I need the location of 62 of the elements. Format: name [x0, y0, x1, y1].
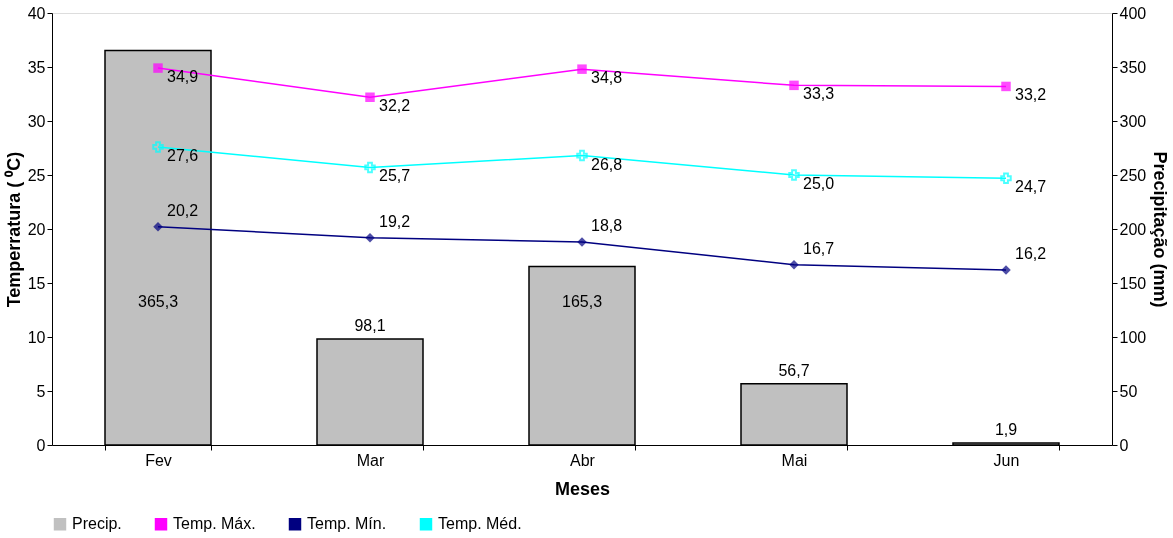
point [365, 232, 375, 243]
y2-tick-label: 200 [1119, 220, 1147, 238]
y2-tick-label: 100 [1119, 328, 1147, 346]
point [364, 161, 376, 174]
data-label: 56,7 [778, 361, 810, 379]
data-label: 24,7 [1015, 178, 1047, 196]
point [577, 64, 587, 74]
x-tick-label: Fev [145, 451, 172, 469]
point [365, 92, 375, 102]
y2-tick-label: 150 [1119, 274, 1147, 292]
x-tick-label: Mai [781, 451, 808, 469]
y-tick-label: 20 [27, 220, 46, 238]
point [1001, 81, 1011, 92]
data-label: 25,0 [803, 175, 835, 192]
data-label: 27,6 [167, 146, 199, 164]
data-label: 18,8 [591, 216, 623, 234]
data-label: 32,2 [379, 97, 411, 115]
data-label: 365,3 [137, 293, 179, 311]
legend-label: Precip. [72, 515, 122, 533]
y-axis-title: Temperratura ( ⁰C) [3, 151, 24, 308]
y-tick-label: 15 [27, 274, 46, 292]
data-label: 26,8 [591, 155, 623, 173]
data-label: 20,2 [167, 201, 199, 219]
y2-tick-label: 300 [1119, 112, 1147, 130]
y-tick-label: 5 [36, 382, 46, 400]
y-tick-label: 0 [36, 436, 46, 454]
y2-tick-label: 250 [1119, 166, 1147, 184]
data-label: 98,1 [354, 317, 386, 335]
point [576, 149, 588, 162]
point [789, 259, 799, 270]
point [1000, 172, 1012, 184]
data-label: 1,9 [994, 420, 1018, 438]
data-label: 16,2 [1015, 245, 1047, 263]
data-label: 33,2 [1015, 86, 1047, 104]
point [152, 141, 164, 153]
data-label: 165,3 [561, 293, 603, 311]
point [788, 169, 800, 181]
point [153, 63, 163, 73]
data-label: 25,7 [379, 167, 411, 185]
y2-axis-title: Precipitação (mm) [1150, 151, 1171, 308]
legend-label: Temp. Mín. [307, 515, 387, 533]
x-tick-label: Abr [570, 451, 596, 469]
y-tick-label: 35 [27, 58, 46, 76]
y-tick-label: 30 [27, 112, 46, 130]
data-label: 34,9 [167, 68, 199, 86]
data-label: 16,7 [803, 239, 835, 257]
legend-label: Temp. Máx. [173, 515, 256, 533]
x-tick-label: Jun [993, 451, 1020, 469]
y-tick-label: 25 [27, 166, 46, 184]
y2-tick-label: 350 [1119, 58, 1147, 76]
x-tick-label: Mar [356, 451, 385, 469]
y-tick-label: 40 [27, 4, 46, 22]
x-axis-title: Meses [554, 478, 611, 499]
y2-tick-label: 0 [1119, 436, 1129, 454]
legend-label: Temp. Méd. [438, 515, 522, 533]
y2-tick-label: 400 [1119, 4, 1147, 22]
y-tick-label: 10 [27, 328, 46, 346]
data-label: 33,3 [803, 85, 835, 103]
data-label: 34,8 [591, 69, 623, 87]
y2-tick-label: 50 [1119, 382, 1138, 400]
data-label: 19,2 [379, 212, 411, 230]
point [789, 80, 799, 91]
